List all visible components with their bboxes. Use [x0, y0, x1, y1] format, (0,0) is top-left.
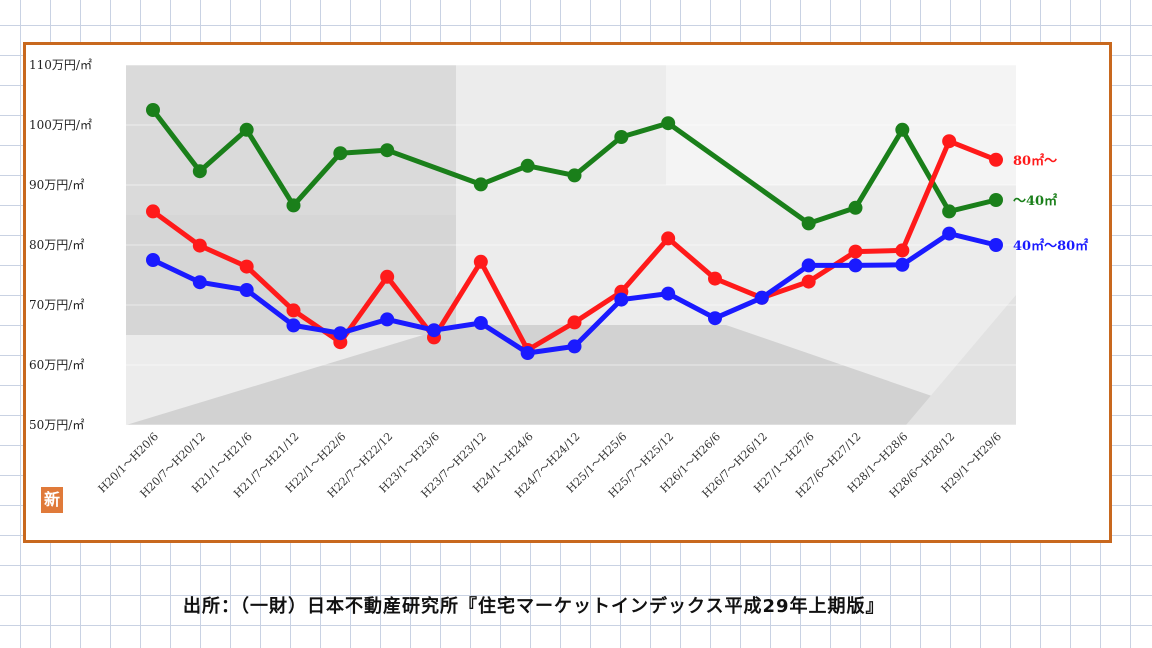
data-point: [333, 146, 348, 161]
data-point: [192, 275, 207, 290]
data-point: [473, 254, 488, 269]
data-point: [895, 243, 910, 258]
data-point: [380, 312, 395, 327]
logo-badge: 新: [41, 487, 63, 513]
data-point: [567, 339, 582, 354]
data-point: [848, 200, 863, 215]
data-point: [520, 346, 535, 360]
data-point: [848, 244, 863, 259]
data-point: [989, 152, 1003, 167]
y-tick-label: 90万円/㎡: [29, 178, 84, 192]
data-point: [754, 290, 769, 305]
data-point: [661, 116, 676, 131]
series-2: [146, 134, 1003, 357]
series: [146, 103, 1003, 360]
data-point: [661, 286, 676, 301]
data-point: [989, 193, 1003, 207]
data-point: [380, 269, 395, 284]
data-point: [473, 177, 488, 192]
data-point: [848, 258, 863, 273]
data-point: [333, 326, 348, 341]
data-point: [239, 122, 254, 137]
y-tick-label: 70万円/㎡: [29, 298, 84, 312]
data-point: [239, 283, 254, 297]
data-point: [192, 164, 207, 179]
data-point: [473, 316, 488, 330]
data-point: [567, 315, 582, 330]
data-point: [942, 134, 957, 149]
data-point: [708, 271, 722, 286]
source-note: 出所：（一財）日本不動産研究所『住宅マーケットインデックス平成29年上期版』: [183, 596, 885, 617]
x-axis: H20/1～H20/6H20/7～H20/12H21/1～H21/6H21/7～…: [96, 430, 1004, 500]
series-line: [151, 108, 997, 226]
series-3: [146, 226, 1003, 360]
y-tick-label: 80万円/㎡: [29, 238, 84, 252]
chart-frame: 50万円/㎡ 60万円/㎡ 70万円/㎡ 80万円/㎡ 90万円/㎡ 100万円/㎡ 110…: [23, 42, 1112, 543]
y-tick-label: 50万円/㎡: [29, 418, 84, 432]
series-labels: ～40㎡ 80㎡～ 40㎡～80㎡: [1013, 153, 1088, 254]
series-label: 40㎡～80㎡: [1013, 238, 1088, 254]
data-point: [614, 130, 629, 144]
data-point: [708, 311, 722, 326]
data-point: [146, 253, 160, 267]
data-point: [146, 103, 160, 117]
series-label: 80㎡～: [1013, 153, 1057, 169]
data-point: [286, 198, 301, 213]
data-point: [895, 122, 910, 137]
data-point: [146, 204, 160, 219]
y-tick-label: 100万円/㎡: [29, 118, 92, 132]
data-point: [567, 168, 582, 183]
grid: [126, 64, 1016, 426]
data-point: [989, 238, 1003, 252]
data-point: [661, 231, 676, 246]
data-point: [801, 258, 816, 273]
data-point: [942, 204, 957, 219]
series-label: ～40㎡: [1013, 193, 1057, 209]
data-point: [192, 238, 207, 253]
line-chart: 50万円/㎡ 60万円/㎡ 70万円/㎡ 80万円/㎡ 90万円/㎡ 100万円/㎡ 110…: [29, 58, 1088, 500]
data-point: [427, 323, 441, 338]
data-point: [380, 143, 395, 158]
y-axis: 50万円/㎡ 60万円/㎡ 70万円/㎡ 80万円/㎡ 90万円/㎡ 100万円/㎡ 110…: [29, 58, 92, 432]
data-point: [239, 259, 254, 274]
y-tick-label: 60万円/㎡: [29, 358, 84, 372]
data-point: [942, 226, 957, 241]
series-1: [146, 103, 1003, 231]
data-point: [286, 303, 301, 318]
data-point: [614, 292, 629, 307]
data-point: [895, 257, 910, 272]
data-point: [520, 158, 535, 173]
data-point: [801, 274, 816, 289]
data-point: [801, 216, 816, 231]
data-point: [286, 318, 301, 333]
y-tick-label: 110万円/㎡: [29, 58, 92, 72]
